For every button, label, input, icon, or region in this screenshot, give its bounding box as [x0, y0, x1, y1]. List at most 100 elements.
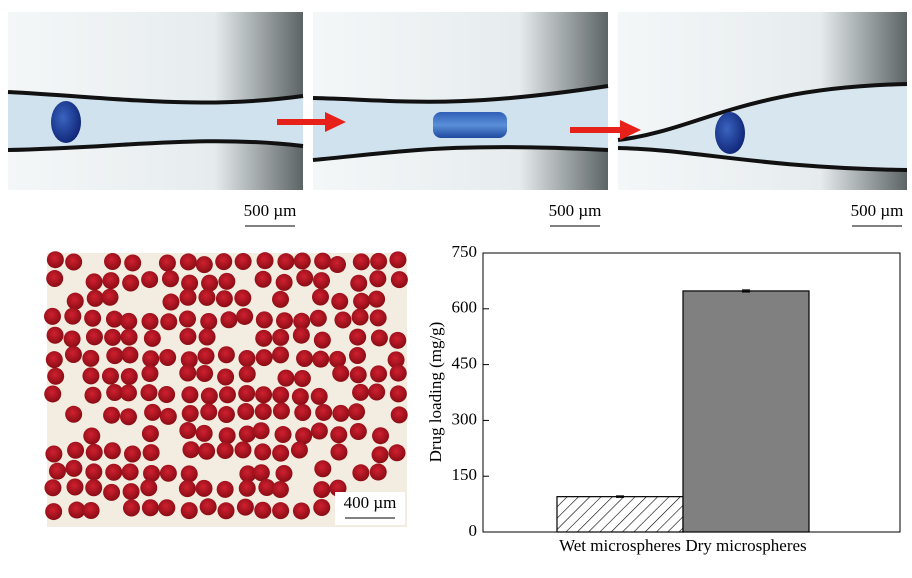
microsphere — [162, 293, 180, 311]
microsphere — [142, 350, 160, 368]
microsphere — [255, 349, 273, 367]
microsphere — [331, 292, 349, 310]
microsphere — [390, 271, 408, 289]
x-tick-label: Dry microspheres — [685, 536, 807, 555]
y-tick-label: 750 — [452, 242, 478, 261]
microsphere — [102, 272, 120, 290]
microsphere — [106, 384, 124, 402]
bar-chart: Drug loading (mg/g) 0 150 300 450 600 750 — [426, 242, 901, 540]
microsphere — [215, 253, 233, 271]
arrows — [277, 112, 641, 140]
microsphere — [200, 387, 218, 405]
error-bar — [616, 495, 624, 498]
microsphere — [45, 445, 63, 463]
microsphere — [198, 328, 216, 346]
y-tick-label: 450 — [452, 354, 478, 373]
microsphere — [234, 253, 252, 271]
microsphere — [215, 290, 233, 308]
microsphere — [258, 478, 276, 496]
microsphere — [200, 312, 218, 330]
microsphere — [159, 464, 177, 482]
microsphere — [64, 307, 82, 325]
microsphere — [143, 329, 161, 347]
microsphere — [181, 386, 199, 404]
microsphere — [353, 292, 371, 310]
microsphere — [195, 256, 213, 274]
microsphere — [352, 383, 370, 401]
microsphere — [368, 383, 386, 401]
microsphere — [179, 253, 197, 271]
microsphere — [85, 463, 103, 481]
microsphere — [369, 270, 387, 288]
microsphere — [46, 326, 64, 344]
microsphere — [293, 312, 311, 330]
microsphere — [217, 502, 235, 520]
microsphere — [332, 404, 350, 422]
microsphere — [65, 253, 83, 271]
microsphere — [45, 503, 63, 521]
microsphere — [272, 386, 290, 404]
microsphere — [68, 501, 86, 519]
microsphere — [158, 254, 176, 272]
microsphere — [66, 292, 84, 310]
microsphere — [234, 441, 252, 459]
microsphere — [334, 311, 352, 329]
bar — [682, 290, 810, 533]
micrograph-1 — [7, 12, 304, 190]
microsphere — [272, 444, 290, 462]
microsphere — [295, 427, 313, 445]
microsphere — [349, 328, 367, 346]
microsphere — [328, 256, 346, 274]
microsphere — [200, 403, 218, 421]
y-tick-label: 600 — [452, 298, 478, 317]
microsphere — [179, 422, 197, 440]
microsphere — [369, 463, 387, 481]
microsphere — [368, 290, 386, 308]
microsphere — [217, 346, 235, 364]
microsphere — [159, 349, 177, 367]
micrograph-2 — [312, 12, 609, 190]
microsphere — [86, 289, 104, 307]
micrograph-3 — [617, 12, 908, 190]
microsphere — [329, 350, 347, 368]
microsphere — [196, 365, 214, 383]
microsphere — [292, 502, 310, 520]
microsphere — [120, 312, 138, 330]
microsphere — [332, 364, 350, 382]
microsphere — [44, 479, 62, 497]
microsphere — [179, 328, 197, 346]
microsphere — [254, 501, 272, 519]
microsphere — [238, 365, 256, 383]
x-tick-label: Wet microspheres — [559, 536, 681, 555]
scale-label: 500 µm — [549, 201, 602, 220]
microsphere — [178, 310, 196, 328]
microsphere — [275, 465, 293, 483]
microsphere — [82, 349, 100, 367]
microsphere — [352, 253, 370, 271]
microsphere — [351, 308, 369, 326]
microsphere — [310, 387, 328, 405]
microsphere — [82, 502, 100, 520]
error-bar — [742, 289, 750, 293]
microsphere — [103, 406, 121, 424]
bar — [556, 496, 684, 533]
microsphere — [122, 499, 140, 517]
microsphere — [120, 408, 138, 426]
microsphere — [217, 406, 235, 424]
microsphere — [276, 312, 294, 330]
microsphere — [296, 350, 314, 368]
microsphere — [349, 366, 367, 384]
microsphere — [121, 346, 139, 364]
y-tick-label: 150 — [452, 465, 478, 484]
microsphere — [275, 273, 293, 291]
microsphere — [293, 252, 311, 270]
microsphere — [370, 329, 388, 347]
microsphere — [46, 251, 64, 269]
microsphere — [277, 369, 295, 387]
microsphere — [238, 479, 256, 497]
microsphere — [160, 313, 178, 331]
microsphere — [389, 385, 407, 403]
microsphere — [101, 288, 119, 306]
microsphere — [272, 502, 290, 520]
microsphere — [141, 425, 159, 443]
